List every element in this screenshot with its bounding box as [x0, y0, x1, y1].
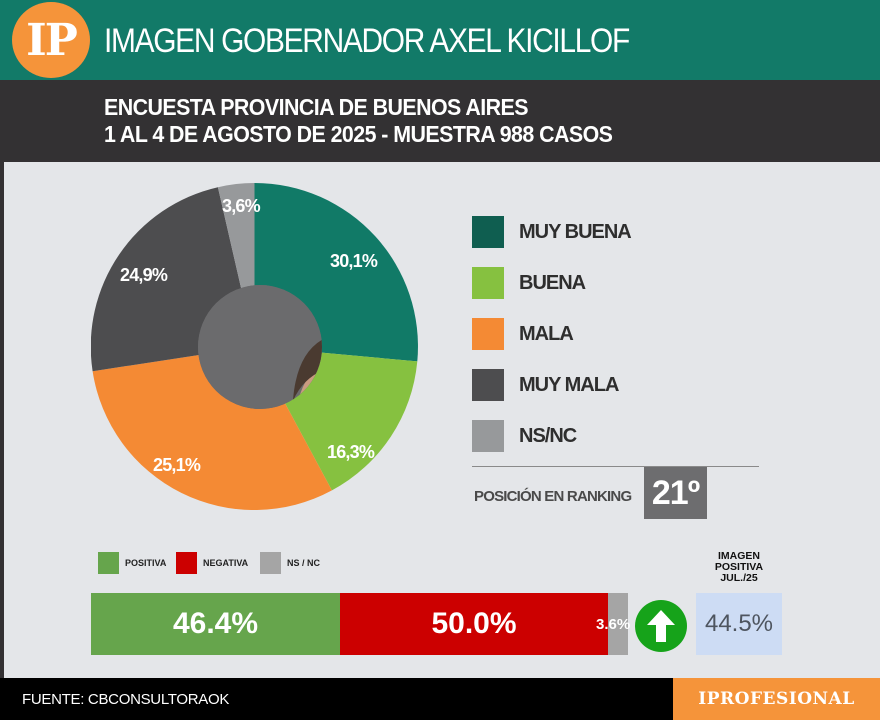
legend-item-buena: BUENA [472, 267, 586, 299]
legend-swatch [98, 552, 119, 574]
legend-swatch [472, 318, 504, 350]
trend-up-icon [635, 600, 687, 652]
legend-label: BUENA [519, 271, 586, 294]
bar-legend-positiva: POSITIVA [98, 552, 166, 574]
legend-divider [472, 466, 759, 467]
legend-item-muy-mala: MUY MALA [472, 369, 619, 401]
previous-positive-value: 44.5% [696, 593, 782, 655]
legend-swatch [260, 552, 281, 574]
legend-item-muy-buena: MUY BUENA [472, 216, 632, 248]
legend-item-mala: MALA [472, 318, 574, 350]
footer: FUENTE: CBCONSULTORAOK IPROFESIONAL [0, 678, 880, 720]
source-text: FUENTE: CBCONSULTORAOK [22, 691, 230, 708]
governor-photo [198, 285, 322, 409]
ranking-badge: 21º [644, 467, 707, 519]
survey-subtitle: ENCUESTA PROVINCIA DE BUENOS AIRES 1 AL … [104, 94, 613, 148]
legend-swatch [472, 420, 504, 452]
legend-label: MUY BUENA [519, 220, 632, 243]
legend-swatch [472, 216, 504, 248]
legend-swatch [472, 369, 504, 401]
subtitle-band: ENCUESTA PROVINCIA DE BUENOS AIRES 1 AL … [0, 80, 880, 162]
subtitle-line-2: 1 AL 4 DE AGOSTO DE 2025 - MUESTRA 988 C… [104, 121, 613, 147]
legend-swatch [176, 552, 197, 574]
ranking-label: POSICIÓN EN RANKING [474, 488, 632, 505]
page-title: IMAGEN GOBERNADOR AXEL KICILLOF [104, 22, 630, 60]
nsnc-value: 3.6% [596, 615, 631, 633]
label-muy-mala: 24,9% [120, 265, 168, 285]
prev-label-line-2: POSITIVA [714, 561, 764, 573]
prev-label-line-1: IMAGEN [718, 550, 760, 562]
bar-segment-positiva: 46.4% [91, 593, 340, 655]
brand-logo: IPROFESIONAL [673, 678, 880, 720]
bar-legend-negativa: NEGATIVA [176, 552, 248, 574]
legend-label: NS/NC [519, 424, 577, 447]
subtitle-line-1: ENCUESTA PROVINCIA DE BUENOS AIRES [104, 94, 528, 120]
photo-placeholder-icon [198, 285, 322, 409]
logo-text: IP [26, 14, 78, 66]
legend-label: NS / NC [287, 558, 321, 568]
label-nsnc: 3,6% [222, 196, 261, 216]
label-muy-buena: 30,1% [330, 251, 378, 271]
prev-label-line-3: JUL./25 [720, 572, 758, 584]
label-buena: 16,3% [327, 442, 375, 462]
bar-segment-nsnc: 3.6% [596, 593, 630, 655]
legend-swatch [472, 267, 504, 299]
bar-segment-negativa: 50.0% [340, 593, 608, 655]
arrow-up-icon [647, 610, 675, 642]
donut-chart: 30,1% 16,3% 25,1% 24,9% 3,6% [90, 183, 418, 511]
legend-label: NEGATIVA [203, 558, 249, 568]
title-band: IP IMAGEN GOBERNADOR AXEL KICILLOF [0, 0, 880, 80]
previous-image-label: IMAGEN POSITIVA JUL./25 [696, 551, 782, 584]
label-mala: 25,1% [153, 455, 201, 475]
legend-label: POSITIVA [125, 558, 167, 568]
stacked-bar: 46.4% 50.0% 3.6% [91, 593, 630, 655]
ip-logo: IP [12, 2, 90, 78]
bar-legend-nsnc: NS / NC [260, 552, 320, 574]
legend-label: MUY MALA [519, 373, 619, 396]
legend-label: MALA [519, 322, 574, 345]
legend-item-nsnc: NS/NC [472, 420, 577, 452]
